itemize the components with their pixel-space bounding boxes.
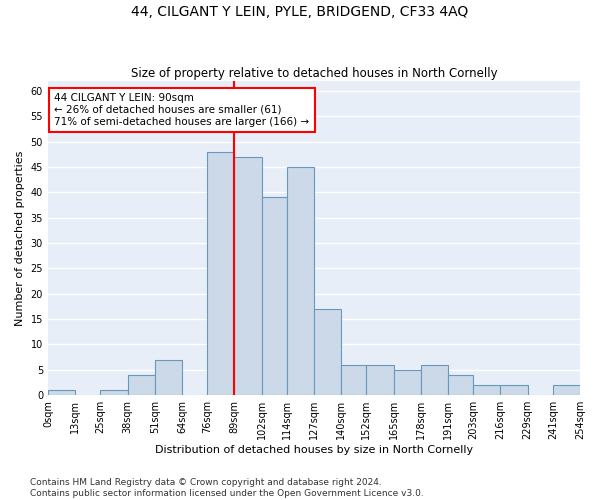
Bar bbox=[421, 365, 448, 395]
Bar bbox=[207, 152, 235, 395]
Bar bbox=[394, 370, 421, 395]
Bar bbox=[100, 390, 128, 395]
Bar bbox=[48, 390, 75, 395]
Bar bbox=[128, 375, 155, 395]
Text: 44, CILGANT Y LEIN, PYLE, BRIDGEND, CF33 4AQ: 44, CILGANT Y LEIN, PYLE, BRIDGEND, CF33… bbox=[131, 5, 469, 19]
Bar bbox=[500, 385, 527, 395]
Bar bbox=[367, 365, 394, 395]
Bar bbox=[473, 385, 500, 395]
Text: 44 CILGANT Y LEIN: 90sqm
← 26% of detached houses are smaller (61)
71% of semi-d: 44 CILGANT Y LEIN: 90sqm ← 26% of detach… bbox=[54, 94, 310, 126]
Bar bbox=[448, 375, 473, 395]
Bar bbox=[341, 365, 367, 395]
Bar bbox=[553, 385, 580, 395]
Title: Size of property relative to detached houses in North Cornelly: Size of property relative to detached ho… bbox=[131, 66, 497, 80]
X-axis label: Distribution of detached houses by size in North Cornelly: Distribution of detached houses by size … bbox=[155, 445, 473, 455]
Bar bbox=[314, 309, 341, 395]
Y-axis label: Number of detached properties: Number of detached properties bbox=[15, 150, 25, 326]
Bar bbox=[262, 198, 287, 395]
Bar bbox=[155, 360, 182, 395]
Text: Contains HM Land Registry data © Crown copyright and database right 2024.
Contai: Contains HM Land Registry data © Crown c… bbox=[30, 478, 424, 498]
Bar bbox=[287, 167, 314, 395]
Bar bbox=[235, 157, 262, 395]
